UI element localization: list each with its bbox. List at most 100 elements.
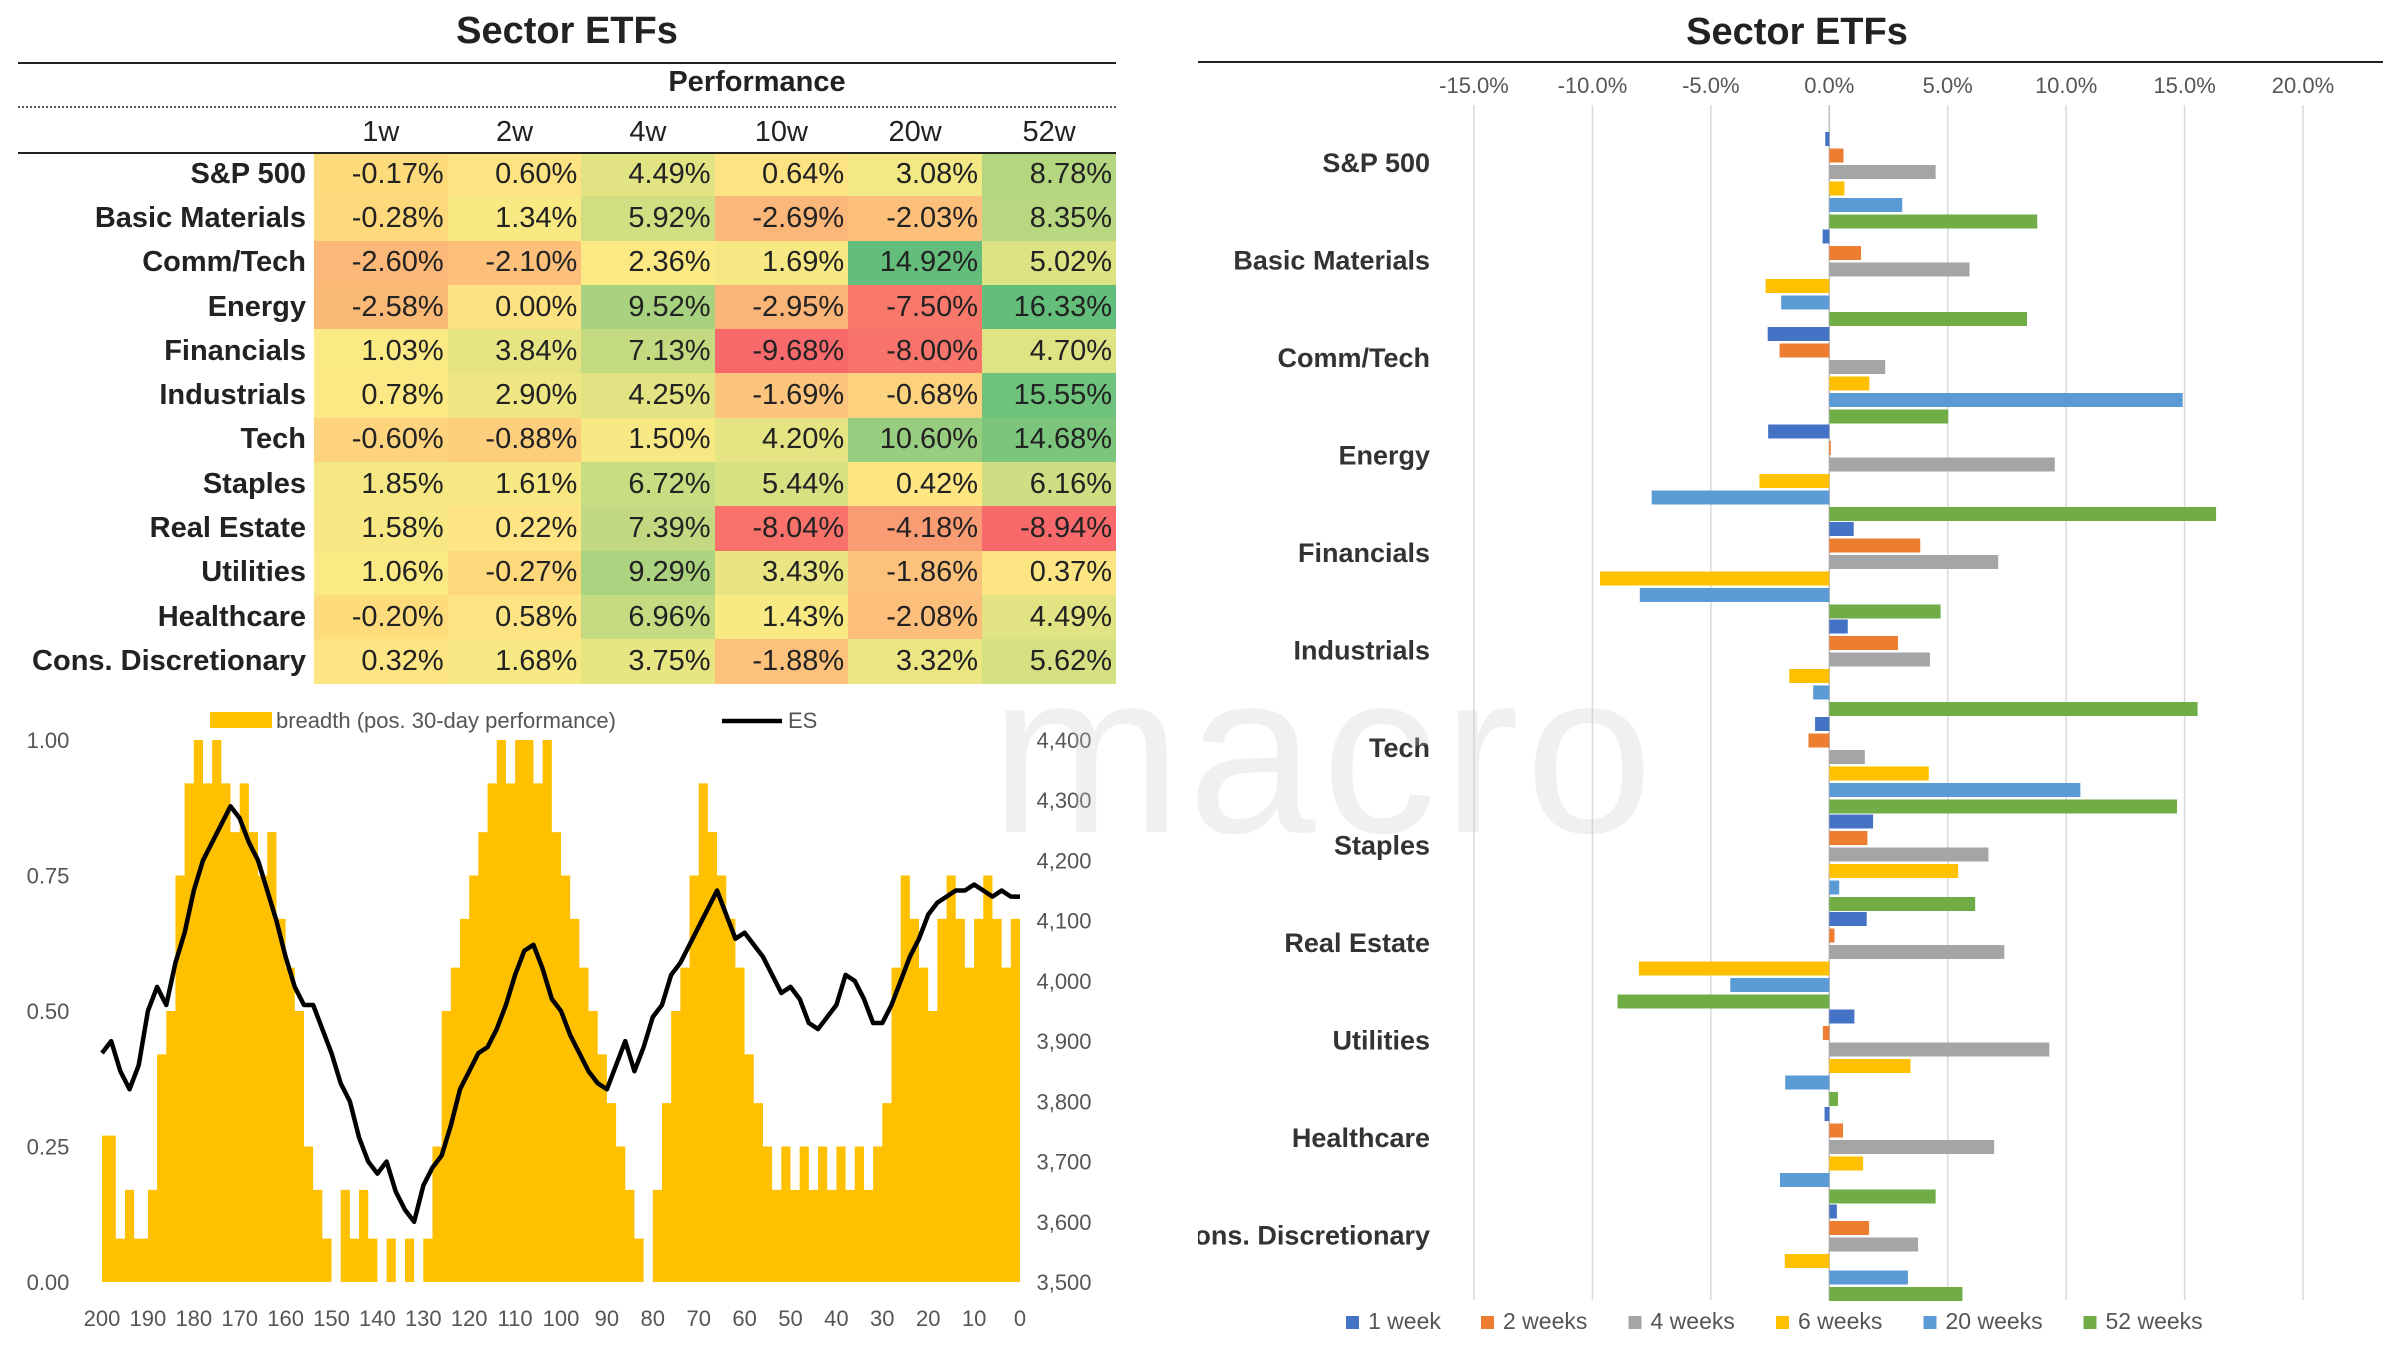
x-tick-label: 50 <box>778 1306 802 1331</box>
bar <box>1829 652 1930 667</box>
legend-label: breadth (pos. 30-day performance) <box>276 708 616 733</box>
legend-swatch <box>1628 1316 1642 1329</box>
column-header: 10w <box>754 115 808 148</box>
legend-label: 52 weeks <box>2106 1308 2203 1334</box>
table-cell: 5.62% <box>982 639 1116 684</box>
x-tick-label: 30 <box>870 1306 894 1331</box>
row-label: Tech <box>240 423 307 456</box>
table-cell: 1.58% <box>314 506 448 551</box>
bar <box>1829 262 1970 277</box>
category-label: Cons. Discretionary <box>1198 1221 1430 1251</box>
legend-label: 4 weeks <box>1651 1308 1735 1334</box>
bar <box>1829 1156 1864 1171</box>
row-label: S&P 500 <box>190 157 307 190</box>
bar <box>1829 1092 1839 1106</box>
bar <box>1829 409 1949 424</box>
table-cell: 6.96% <box>581 594 715 640</box>
x-tick-label: 100 <box>543 1306 580 1331</box>
row-label: Real Estate <box>149 512 307 545</box>
table-row: Tech -0.60% -0.88% 1.50% 4.20% 10.60% 14.68% <box>18 417 1116 463</box>
breadth-chart: 1.00 0.75 0.50 0.25 0.00 4,400 4,300 4,200 4,100… <box>27 708 1092 1331</box>
x-tick-label: 60 <box>732 1306 756 1331</box>
sector-bar-chart-panel: Sector ETFs -15.0% -10.0% -5.0% 0.0% 5.0% 10.0… <box>1175 0 2396 1358</box>
table-cell: 0.64% <box>714 152 849 197</box>
table-cell: 8.78% <box>982 152 1116 197</box>
x-tick-label: 150 <box>313 1306 350 1331</box>
y-right-tick-label: 3,700 <box>1036 1150 1091 1175</box>
table-cell: 6.16% <box>982 462 1116 507</box>
bar <box>1822 1026 1830 1040</box>
table-row: Utilities 1.06% -0.27% 9.29% 3.43% -1.86% 0.37… <box>18 550 1116 595</box>
table-cell: 4.20% <box>714 417 849 463</box>
bar <box>1829 522 1854 536</box>
table-cell: 1.43% <box>714 594 849 640</box>
table-row: Basic Materials -0.28% 1.34% 5.92% -2.69% -2.… <box>18 196 1116 241</box>
bar <box>1829 847 1989 862</box>
legend-swatch <box>1923 1316 1937 1329</box>
x-tick-label: 200 <box>84 1306 121 1331</box>
bar <box>1829 181 1845 196</box>
table-cell: -0.60% <box>314 417 448 463</box>
x-tick-label: -10.0% <box>1558 73 1628 98</box>
table-cell: -2.60% <box>314 240 448 285</box>
column-header: 4w <box>629 115 667 148</box>
bar <box>1600 571 1830 586</box>
legend-swatch <box>1481 1316 1494 1329</box>
legend-label: 2 weeks <box>1503 1308 1587 1334</box>
legend-swatch <box>210 712 272 728</box>
legend-swatch <box>1346 1316 1359 1329</box>
bar <box>1829 376 1870 391</box>
bar <box>1829 457 2055 472</box>
table-row: Real Estate 1.58% 0.22% 7.39% -8.04% -4.18% -8… <box>18 506 1116 551</box>
table-cell: -0.27% <box>447 550 582 595</box>
category-label: Industrials <box>1293 636 1430 666</box>
table-cell: 6.72% <box>581 462 715 507</box>
x-tick-label: 110 <box>498 1306 533 1331</box>
bar <box>1829 783 2081 797</box>
row-label: Financials <box>164 334 307 367</box>
bar <box>1813 685 1830 700</box>
table-cell: 4.49% <box>581 152 715 197</box>
x-tick-label: 20.0% <box>2272 73 2334 98</box>
table-cell: 1.34% <box>447 196 582 241</box>
table-header-row: 1w 2w 4w 10w 20w 52w <box>18 112 1116 152</box>
category-label: Financials <box>1298 538 1430 568</box>
bar <box>1829 928 1835 943</box>
bar <box>1651 490 1830 505</box>
bar <box>1829 165 1936 179</box>
table-cell: -0.68% <box>848 373 983 418</box>
bar <box>1829 312 2028 326</box>
table-cell: -0.17% <box>314 152 448 197</box>
bar <box>1638 961 1830 976</box>
table-cell: 2.36% <box>581 240 715 285</box>
x-tick-label: -5.0% <box>1682 73 1739 98</box>
bar <box>1829 702 2198 716</box>
bar <box>1829 507 2217 521</box>
table-cell: -2.10% <box>447 240 582 285</box>
table-cell: -0.20% <box>314 594 448 640</box>
bar <box>1815 717 1830 731</box>
table-cell: 14.68% <box>982 417 1116 463</box>
x-tick-label: 120 <box>451 1306 488 1331</box>
bar <box>1785 1075 1830 1090</box>
bar <box>1639 588 1830 602</box>
category-label: Basic Materials <box>1233 246 1430 276</box>
x-tick-label: 0.0% <box>1804 73 1854 98</box>
table-cell: -0.28% <box>314 196 448 241</box>
bar <box>1780 1173 1830 1187</box>
bar <box>1617 994 1830 1009</box>
bar <box>1829 945 2005 959</box>
table-cell: 3.84% <box>447 329 582 374</box>
legend-swatch <box>1776 1316 1789 1329</box>
y-right-tick-label: 4,300 <box>1036 788 1091 813</box>
table-row: Staples 1.85% 1.61% 6.72% 5.44% 0.42% 6.16% <box>18 462 1116 507</box>
bar <box>1829 538 1921 553</box>
table-cell: 4.70% <box>982 329 1116 374</box>
bar <box>1829 555 1999 569</box>
table-cell: 9.29% <box>581 550 715 595</box>
table-cell: 1.03% <box>314 329 448 374</box>
bar <box>1829 814 1874 829</box>
bar <box>1829 604 1941 619</box>
table-cell: -9.68% <box>714 329 849 374</box>
x-tick-label: 180 <box>175 1306 212 1331</box>
